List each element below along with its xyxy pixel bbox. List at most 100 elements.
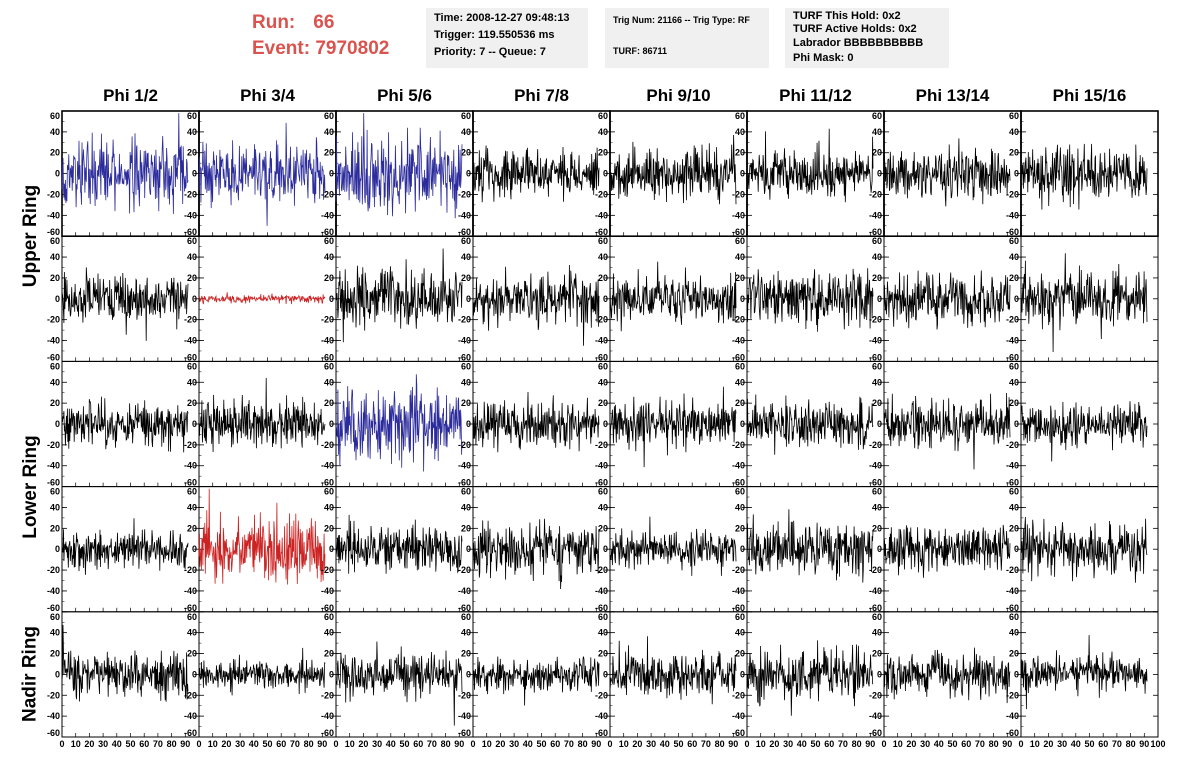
- y-tick-label: 0: [877, 544, 882, 554]
- y-tick-label: -40: [869, 711, 882, 721]
- y-tick-label: 40: [1009, 377, 1019, 387]
- panel-r3-c6: -60 -40 -20 0 20 40 60: [732, 360, 885, 488]
- y-tick-label: 60: [50, 236, 60, 246]
- y-tick-label: 60: [187, 487, 197, 497]
- y-tick-label: 40: [324, 127, 334, 137]
- y-tick-label: -60: [732, 728, 745, 738]
- y-tick-label: -20: [732, 315, 745, 325]
- y-tick-label: -40: [732, 336, 745, 346]
- y-tick-label: -20: [1006, 565, 1019, 575]
- phi-header-7: Phi 13/14: [915, 86, 990, 105]
- x-tick-label: 100: [1150, 739, 1165, 749]
- panel-r2-c1: -60 -40 -20 0 20 40 60: [47, 235, 200, 362]
- x-tick-label: 40: [1071, 739, 1081, 749]
- x-tick-label: 90: [454, 739, 464, 749]
- y-tick-label: 0: [1014, 419, 1019, 429]
- phi-header-4: Phi 7/8: [514, 86, 569, 105]
- y-tick-label: -60: [1006, 603, 1019, 613]
- y-tick-label: 40: [735, 127, 745, 137]
- y-tick-label: 0: [329, 419, 334, 429]
- y-tick-label: 40: [598, 252, 608, 262]
- y-tick-label: -60: [47, 352, 60, 362]
- panel-r1-c6: -60 -40 -20 0 20 40 60: [732, 110, 885, 237]
- priority-text: Priority: 7 -- Queue: 7: [434, 46, 546, 58]
- y-tick-label: 40: [187, 628, 197, 638]
- trigger-text: Trigger: 119.550536 ms: [434, 29, 555, 41]
- y-tick-label: 0: [192, 419, 197, 429]
- event-value: 7970802: [315, 38, 390, 59]
- x-tick-label: 50: [947, 739, 957, 749]
- x-tick-label: 40: [112, 739, 122, 749]
- y-tick-label: 0: [192, 169, 197, 179]
- y-tick-label: 0: [740, 294, 745, 304]
- y-tick-label: -60: [595, 728, 608, 738]
- waveform-trace: [1020, 143, 1148, 210]
- panel-r2-c7: -60 -40 -20 0 20 40 60: [869, 235, 1022, 362]
- waveform-trace: [1020, 401, 1148, 462]
- y-tick-label: 40: [598, 377, 608, 387]
- y-tick-label: 60: [1009, 612, 1019, 622]
- waveform-trace: [61, 113, 189, 214]
- y-tick-label: -20: [732, 189, 745, 199]
- y-tick-label: 20: [50, 398, 60, 408]
- x-tick-label: 30: [1057, 739, 1067, 749]
- y-tick-label: 20: [1009, 523, 1019, 533]
- y-tick-label: -20: [47, 440, 60, 450]
- y-tick-label: 60: [324, 111, 334, 121]
- y-tick-label: -20: [869, 565, 882, 575]
- y-tick-label: 20: [872, 649, 882, 659]
- y-tick-label: -20: [869, 690, 882, 700]
- y-tick-label: 40: [1009, 252, 1019, 262]
- y-tick-label: 0: [877, 169, 882, 179]
- x-tick-label: 50: [125, 739, 135, 749]
- y-tick-label: -20: [184, 440, 197, 450]
- y-tick-label: 40: [50, 502, 60, 512]
- y-tick-label: 20: [1009, 148, 1019, 158]
- x-tick-label: 20: [221, 739, 231, 749]
- y-tick-label: 40: [598, 502, 608, 512]
- y-tick-label: 40: [735, 628, 745, 638]
- waveform-trace: [1020, 635, 1148, 710]
- waveform-trace: [609, 134, 737, 205]
- y-tick-label: 40: [324, 252, 334, 262]
- x-tick-label: 0: [881, 739, 886, 749]
- y-tick-label: -60: [321, 603, 334, 613]
- x-tick-label: 90: [865, 739, 875, 749]
- panel-r3-c1: -60 -40 -20 0 20 40 60: [47, 360, 200, 488]
- y-tick-label: 40: [461, 127, 471, 137]
- x-tick-label: 40: [386, 739, 396, 749]
- panel-r2-c4: -60 -40 -20 0 20 40 60: [458, 235, 611, 362]
- y-tick-label: 0: [466, 544, 471, 554]
- x-tick-label: 80: [1126, 739, 1136, 749]
- y-tick-label: 20: [735, 398, 745, 408]
- y-tick-label: -60: [47, 478, 60, 488]
- y-tick-label: 60: [872, 111, 882, 121]
- y-tick-label: -40: [321, 461, 334, 471]
- panel-r3-c7: -60 -40 -20 0 20 40 60: [869, 360, 1022, 488]
- y-tick-label: 20: [598, 148, 608, 158]
- x-tick-label: 10: [756, 739, 766, 749]
- y-tick-label: 20: [1009, 273, 1019, 283]
- y-tick-label: 0: [329, 669, 334, 679]
- y-tick-label: 0: [740, 169, 745, 179]
- waveform-trace: [609, 386, 737, 468]
- y-tick-label: -20: [321, 315, 334, 325]
- panel-r3-c8: -60 -40 -20 0 20 40 60: [1006, 360, 1159, 488]
- y-tick-label: 60: [872, 236, 882, 246]
- y-tick-label: 60: [598, 236, 608, 246]
- y-tick-label: 60: [872, 361, 882, 371]
- y-tick-label: -20: [184, 315, 197, 325]
- y-tick-label: -40: [732, 711, 745, 721]
- y-tick-label: 60: [50, 361, 60, 371]
- x-tick-label: 50: [673, 739, 683, 749]
- y-tick-label: 40: [598, 628, 608, 638]
- y-tick-label: -40: [47, 711, 60, 721]
- y-tick-label: -60: [321, 352, 334, 362]
- panel-r1-c1: -60 -40 -20 0 20 40 60: [47, 110, 200, 237]
- run-value: 66: [313, 12, 335, 33]
- run-line: Run: 66: [252, 10, 389, 36]
- y-tick-label: -40: [595, 586, 608, 596]
- y-tick-label: 20: [187, 523, 197, 533]
- x-tick-label: 40: [797, 739, 807, 749]
